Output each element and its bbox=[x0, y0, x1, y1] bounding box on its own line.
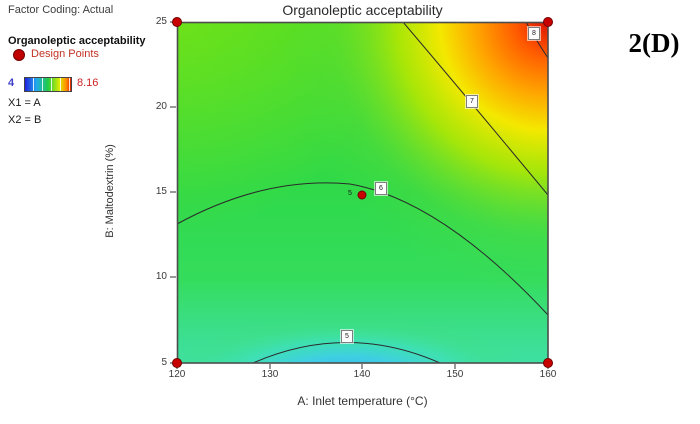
contour-label-6: 6 bbox=[375, 182, 387, 195]
y-tick-15: 15 bbox=[155, 186, 167, 197]
color-scale-bar bbox=[24, 77, 72, 92]
contour-label-8: 8 bbox=[528, 27, 540, 40]
design-point-legend-icon bbox=[13, 49, 25, 61]
design-point bbox=[543, 358, 553, 368]
y-tick-20: 20 bbox=[155, 101, 167, 112]
y-tick-10: 10 bbox=[155, 271, 167, 282]
x-tick-120: 120 bbox=[168, 369, 186, 380]
contour-line-6 bbox=[177, 182, 548, 316]
contour-label-7: 7 bbox=[466, 95, 478, 108]
contour-line-8 bbox=[525, 22, 548, 59]
legend-response-title: Organoleptic acceptability bbox=[8, 35, 146, 47]
y-tick-5: 5 bbox=[161, 357, 167, 368]
x-axis-label: A: Inlet temperature (°C) bbox=[297, 394, 428, 408]
design-point-center bbox=[357, 190, 367, 200]
contour-label-5: 5 bbox=[341, 330, 353, 343]
figure-panel-label: 2(D) bbox=[628, 28, 680, 58]
color-scale-max: 8.16 bbox=[77, 77, 99, 89]
y-axis-ticks bbox=[170, 21, 176, 364]
color-scale-divisions bbox=[25, 78, 71, 91]
x-tick-140: 140 bbox=[353, 369, 371, 380]
color-scale-min: 4 bbox=[8, 77, 15, 89]
design-point bbox=[172, 358, 182, 368]
x1-assignment: X1 = A bbox=[8, 97, 41, 109]
design-point bbox=[172, 17, 182, 27]
plot-border bbox=[176, 21, 549, 364]
plot-title: Organoleptic acceptability bbox=[282, 2, 443, 18]
factor-coding-label: Factor Coding: Actual bbox=[8, 4, 114, 16]
design-point bbox=[543, 17, 553, 27]
x-tick-160: 160 bbox=[539, 369, 557, 380]
y-tick-25: 25 bbox=[155, 16, 167, 27]
design-points bbox=[172, 17, 553, 368]
design-point-count: 5 bbox=[348, 190, 352, 197]
design-points-label: Design Points bbox=[31, 48, 99, 60]
x-tick-150: 150 bbox=[446, 369, 464, 380]
x-tick-130: 130 bbox=[261, 369, 279, 380]
x2-assignment: X2 = B bbox=[8, 114, 42, 126]
